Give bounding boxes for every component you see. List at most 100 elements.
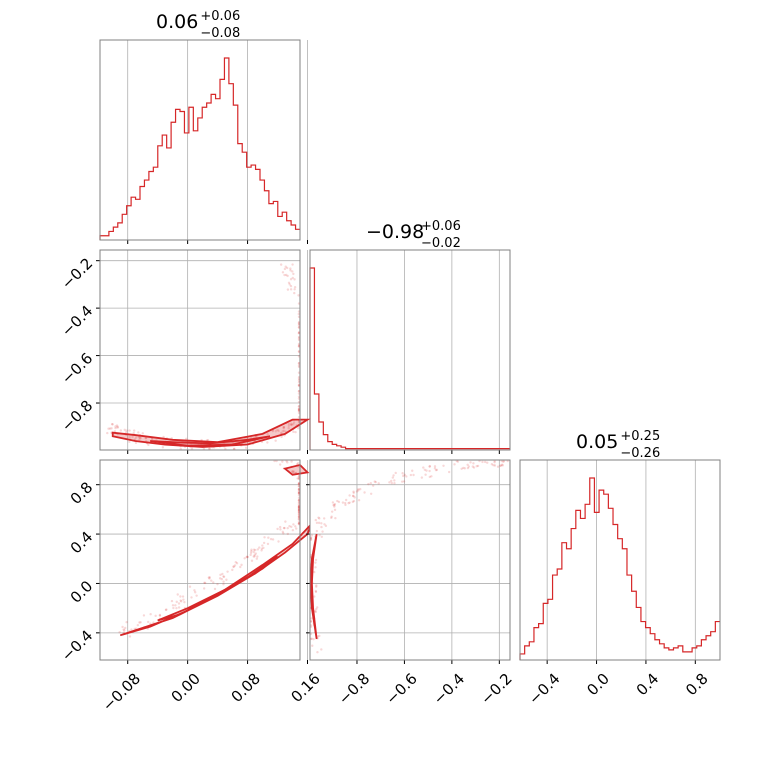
scatter-point	[239, 565, 242, 569]
scatter-point	[266, 432, 269, 436]
scatter-point	[222, 580, 225, 583]
scatter-point	[252, 548, 256, 551]
scatter-point	[467, 465, 471, 468]
scatter-point	[231, 441, 234, 444]
scatter-point	[134, 441, 138, 445]
scatter-point	[291, 469, 294, 473]
scatter-point	[278, 525, 282, 529]
scatter-point	[282, 426, 285, 429]
scatter-point	[435, 468, 439, 472]
scatter-point	[292, 523, 295, 526]
scatter-point	[290, 460, 293, 463]
scatter-point	[352, 490, 355, 493]
scatter-point	[290, 422, 293, 426]
scatter-point	[253, 555, 256, 558]
scatter-point	[285, 266, 289, 270]
scatter-point	[181, 595, 185, 598]
scatter-point	[121, 625, 124, 629]
scatter-point	[409, 473, 413, 477]
scatter-point	[314, 566, 317, 569]
scatter-point	[279, 528, 282, 531]
scatter-point	[281, 271, 285, 274]
scatter-point	[359, 487, 362, 491]
scatter-point	[162, 435, 165, 439]
scatter-point	[177, 606, 181, 609]
scatter-point	[260, 549, 263, 552]
scatter-point	[172, 606, 175, 610]
scatter-point	[254, 552, 258, 555]
scatter-point	[136, 623, 140, 627]
scatter-point	[288, 283, 291, 286]
scatter-point	[402, 480, 406, 483]
scatter-point	[316, 650, 319, 654]
scatter-point	[424, 473, 427, 476]
scatter-point	[119, 429, 123, 432]
scatter-point	[377, 482, 380, 485]
scatter-point	[279, 263, 283, 266]
scatter-point	[289, 269, 292, 272]
scatter-point	[147, 443, 150, 447]
scatter-point	[428, 475, 432, 479]
title-median: 0.05	[576, 431, 618, 453]
scatter-point	[254, 548, 257, 552]
scatter-point	[262, 541, 266, 545]
scatter-point	[293, 285, 297, 289]
scatter-point	[208, 447, 211, 450]
scatter-point	[320, 522, 323, 525]
scatter-point	[330, 515, 333, 518]
scatter-point	[171, 604, 175, 607]
scatter-point	[134, 436, 138, 439]
scatter-point	[310, 534, 314, 537]
scatter-point	[261, 544, 264, 547]
x-tick-label: 0.8	[682, 670, 712, 700]
scatter-point	[226, 570, 229, 573]
scatter-point	[456, 460, 460, 463]
scatter-point	[332, 503, 335, 507]
scatter-point	[363, 491, 366, 494]
scatter-point	[336, 499, 339, 503]
scatter-point	[142, 614, 146, 617]
scatter-point	[400, 480, 404, 483]
scatter-point	[311, 644, 314, 647]
histogram-panel-0	[99, 39, 308, 244]
scatter-point	[130, 628, 133, 631]
scatter-point	[232, 565, 235, 568]
scatter-point	[486, 461, 489, 464]
scatter-point	[320, 525, 323, 529]
scatter-point	[321, 530, 324, 533]
scatter-point	[490, 463, 494, 466]
scatter-point	[123, 629, 126, 632]
scatter-point	[309, 620, 313, 623]
scatter-point	[107, 427, 110, 430]
y-tick-label: 0.0	[67, 577, 97, 607]
scatter-panel-0-2-border	[99, 459, 301, 661]
scatter-point	[208, 576, 211, 579]
scatter-point	[293, 288, 296, 291]
scatter-point	[313, 609, 317, 613]
scatter-point	[250, 559, 254, 562]
scatter-point	[357, 488, 360, 491]
scatter-point	[282, 426, 285, 430]
scatter-point	[123, 428, 126, 432]
scatter-point	[433, 465, 437, 468]
scatter-panel-0-1-background	[100, 250, 300, 450]
scatter-point	[256, 555, 259, 558]
scatter-point	[391, 476, 395, 479]
scatter-point	[283, 526, 286, 530]
scatter-point	[176, 593, 179, 596]
scatter-panel-0-1	[96, 249, 311, 454]
scatter-point	[390, 479, 393, 483]
scatter-point	[333, 502, 337, 506]
scatter-point	[425, 469, 428, 472]
scatter-point	[501, 464, 504, 467]
scatter-point	[369, 481, 373, 485]
scatter-panel-0-1-border	[99, 249, 301, 451]
scatter-panel-0-2	[96, 459, 313, 664]
scatter-point	[314, 561, 317, 564]
scatter-point	[348, 501, 351, 504]
scatter-point	[392, 474, 395, 477]
scatter-point	[314, 610, 317, 614]
scatter-point	[322, 517, 326, 520]
scatter-point	[318, 517, 321, 520]
